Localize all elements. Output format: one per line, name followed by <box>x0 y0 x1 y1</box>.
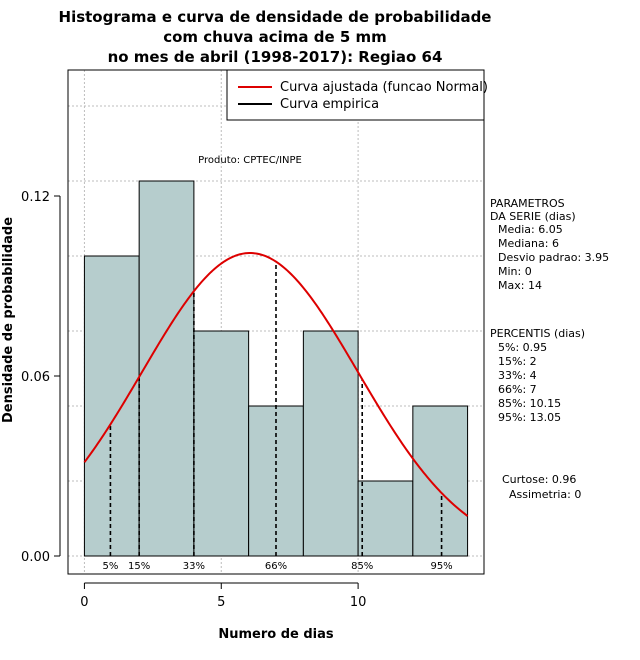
histogram-bar <box>357 480 414 557</box>
chart-title-line-3: no mes de abril (1998-2017): Regiao 64 <box>108 48 443 66</box>
axes: 0 5 10 0.00 0.06 0.12 <box>21 190 366 610</box>
x-axis-label: Numero de dias <box>218 627 334 642</box>
legend-label-fitted: Curva ajustada (funcao Normal) <box>280 80 488 95</box>
percentile-label: 33% <box>183 561 205 572</box>
percentile-line: 66%: 7 <box>498 383 537 396</box>
chart-title-line-2: com chuva acima de 5 mm <box>163 28 387 46</box>
param-line: Mediana: 6 <box>498 237 559 250</box>
y-tick-label: 0.00 <box>21 550 50 565</box>
param-line: Min: 0 <box>498 265 532 278</box>
percentile-label: 15% <box>128 561 150 572</box>
y-tick-label: 0.06 <box>21 370 50 385</box>
shape-stats-panel: Curtose: 0.96 Assimetria: 0 <box>502 473 581 501</box>
histogram-bar <box>412 405 469 557</box>
percentile-label: 95% <box>430 561 452 572</box>
histogram-bar <box>193 330 250 557</box>
legend: Curva ajustada (funcao Normal) Curva emp… <box>226 69 488 121</box>
histogram-bar <box>83 255 140 557</box>
histogram-bar <box>302 330 359 557</box>
kurtosis-text: Curtose: 0.96 <box>502 473 576 486</box>
percentile-label: 85% <box>351 561 373 572</box>
histogram-bars <box>83 180 469 557</box>
param-line: DA SERIE (dias) <box>490 210 576 223</box>
fitted-curve <box>83 252 469 517</box>
param-line: PARAMETROS <box>490 197 565 210</box>
legend-label-empirical: Curva empirica <box>280 97 379 112</box>
percentile-line: 33%: 4 <box>498 369 537 382</box>
percentile-line: 85%: 10.15 <box>498 397 561 410</box>
normal-curve-line <box>83 252 469 517</box>
percentile-lines: 5% 15% 33% 66% 85% 95% <box>102 261 453 572</box>
percentile-label: 5% <box>102 561 118 572</box>
legend-box <box>226 69 485 121</box>
skewness-text: Assimetria: 0 <box>509 488 581 501</box>
y-axis-label: Densidade de probabilidade <box>1 217 16 423</box>
x-tick-label: 5 <box>217 595 225 610</box>
histogram-bar <box>138 180 195 557</box>
param-line: Desvio padrao: 3.95 <box>498 251 609 264</box>
percentile-line: 95%: 13.05 <box>498 411 561 424</box>
series-parameters-panel: PARAMETROS DA SERIE (dias) Media: 6.05 M… <box>490 197 609 292</box>
param-line: Max: 14 <box>498 279 542 292</box>
percentiles-panel: PERCENTIS (dias) 5%: 0.95 15%: 2 33%: 4 … <box>490 327 585 424</box>
percentile-line: 15%: 2 <box>498 355 537 368</box>
percentile-line: 5%: 0.95 <box>498 341 547 354</box>
percentile-label: 66% <box>265 561 287 572</box>
product-annotation: Produto: CPTEC/INPE <box>198 155 302 166</box>
chart-title-line-1: Histograma e curva de densidade de proba… <box>59 8 492 26</box>
percentile-line: PERCENTIS (dias) <box>490 327 585 340</box>
x-tick-label: 10 <box>350 595 367 610</box>
y-tick-label: 0.12 <box>21 190 50 205</box>
x-tick-label: 0 <box>80 595 88 610</box>
param-line: Media: 6.05 <box>498 223 563 236</box>
